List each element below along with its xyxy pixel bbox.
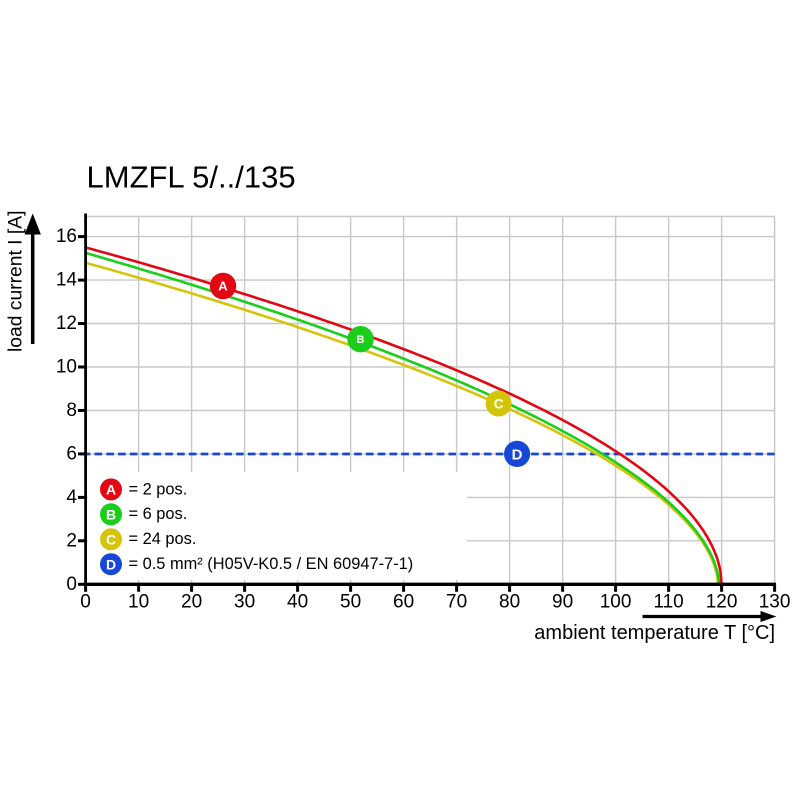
svg-text:40: 40 [287, 592, 308, 613]
svg-text:20: 20 [181, 592, 202, 613]
svg-text:80: 80 [499, 592, 520, 613]
svg-text:10: 10 [128, 592, 149, 613]
svg-text:C: C [106, 531, 116, 547]
svg-text:110: 110 [653, 592, 683, 613]
svg-text:= 0.5 mm² (H05V-K0.5 / EN 6094: = 0.5 mm² (H05V-K0.5 / EN 60947-7-1) [129, 555, 414, 573]
svg-text:70: 70 [446, 592, 467, 613]
svg-text:A: A [106, 482, 116, 498]
svg-text:= 24 pos.: = 24 pos. [129, 530, 197, 548]
svg-text:14: 14 [56, 270, 78, 291]
svg-text:load current I [A]: load current I [A] [5, 211, 26, 352]
svg-text:0: 0 [66, 574, 77, 595]
svg-text:D: D [512, 446, 523, 463]
svg-text:D: D [106, 556, 116, 572]
svg-text:ambient temperature T [°C]: ambient temperature T [°C] [534, 622, 775, 644]
svg-text:8: 8 [66, 400, 77, 421]
svg-text:2: 2 [66, 530, 77, 551]
svg-text:= 2 pos.: = 2 pos. [129, 480, 188, 498]
svg-text:LMZFL 5/../135: LMZFL 5/../135 [87, 160, 296, 195]
svg-text:6: 6 [66, 443, 77, 464]
svg-text:16: 16 [56, 226, 77, 247]
svg-text:12: 12 [56, 313, 77, 334]
svg-text:100: 100 [600, 592, 632, 613]
svg-text:130: 130 [759, 592, 791, 613]
svg-text:= 6 pos.: = 6 pos. [129, 505, 188, 523]
svg-text:90: 90 [552, 592, 573, 613]
svg-text:60: 60 [393, 592, 414, 613]
svg-text:B: B [357, 334, 365, 346]
svg-text:A: A [218, 279, 228, 294]
svg-text:C: C [494, 396, 504, 411]
svg-text:4: 4 [66, 487, 77, 508]
svg-text:50: 50 [340, 592, 361, 613]
svg-text:30: 30 [234, 592, 255, 613]
svg-text:10: 10 [56, 357, 77, 378]
svg-text:120: 120 [706, 592, 738, 613]
svg-text:B: B [106, 506, 116, 522]
svg-text:0: 0 [80, 592, 91, 613]
